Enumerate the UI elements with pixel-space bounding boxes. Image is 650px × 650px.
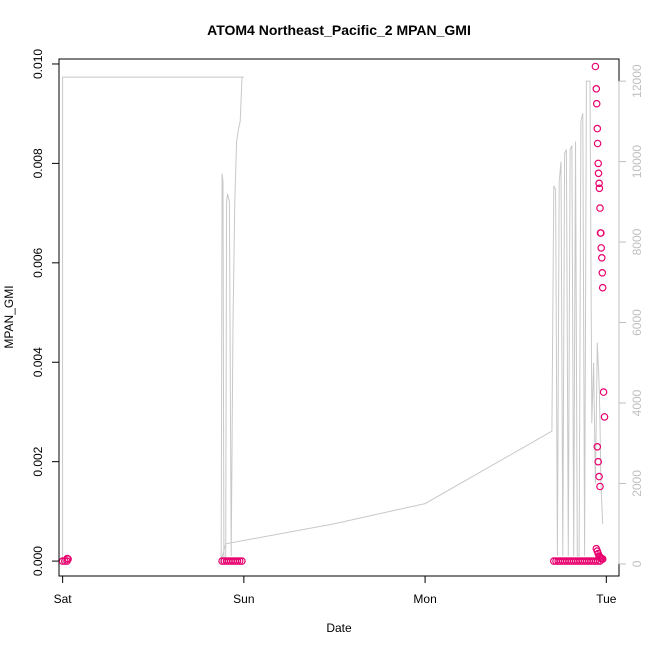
flat-points-layer (58, 557, 604, 565)
y-tick-label: 0.002 (31, 446, 45, 476)
y-tick-label: 0.010 (31, 49, 45, 79)
y2-tick-label: 0 (630, 560, 644, 567)
x-tick-label: Sat (54, 592, 73, 606)
altitude-layer (62, 76, 604, 565)
x-tick-label: Sun (233, 592, 254, 606)
data-point (593, 139, 602, 148)
data-point (597, 244, 606, 252)
data-point (596, 204, 604, 212)
data-point (597, 229, 605, 237)
data-point (593, 124, 602, 133)
y2-tick-label: 12000 (630, 64, 644, 98)
data-point (598, 283, 607, 292)
y-tick-label: 0.008 (31, 148, 45, 178)
data-point (592, 85, 601, 93)
y2-tick-label: 6000 (630, 309, 644, 336)
flat-point (235, 557, 244, 565)
data-point (595, 472, 603, 481)
data-point (591, 62, 600, 71)
y-axis-label: MPAN_GMI (2, 285, 16, 348)
data-point (597, 253, 606, 262)
data-point (64, 555, 72, 563)
data-point (600, 413, 609, 421)
data-point (598, 555, 607, 563)
data-point (593, 442, 602, 451)
altitude-line (62, 76, 604, 565)
y2-tick-label: 4000 (630, 389, 644, 416)
x-tick-label: Mon (413, 592, 436, 606)
y2-tick-label: 2000 (630, 470, 644, 497)
y2-tick-label: 8000 (630, 228, 644, 255)
data-point (594, 457, 603, 466)
data-point (598, 268, 607, 277)
data-point (594, 159, 603, 168)
data-point (595, 179, 603, 188)
data-point (592, 99, 601, 108)
data-point (599, 388, 608, 396)
x-axis: Sat Sun Mon Tue (54, 575, 617, 606)
flat-point (233, 557, 242, 565)
data-point (596, 482, 604, 491)
y2-tick-label: 10000 (630, 145, 644, 179)
y2-axis: 0 2000 4000 6000 8000 10000 12000 (618, 64, 644, 567)
y-tick-label: 0.004 (31, 347, 45, 377)
y-tick-label: 0.006 (31, 247, 45, 277)
data-point (594, 169, 603, 178)
x-axis-label: Date (326, 621, 352, 635)
chart-title: ATOM4 Northeast_Pacific_2 MPAN_GMI (207, 22, 471, 38)
x-tick-label: Tue (596, 592, 617, 606)
data-point (595, 184, 604, 193)
y-tick-label: 0.000 (31, 546, 45, 576)
flat-point (238, 557, 246, 565)
y-axis: 0.000 0.002 0.004 0.006 0.008 0.010 (31, 49, 60, 576)
points-layer (63, 62, 609, 563)
